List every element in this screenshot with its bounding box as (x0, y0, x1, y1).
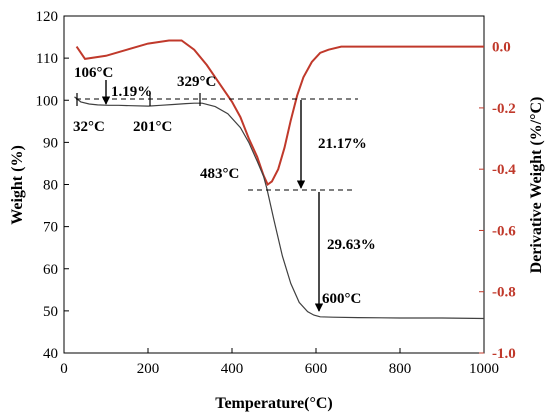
y2-axis-title: Derivative Weight (%/°C) (528, 97, 545, 274)
y-tick-label-8: 120 (36, 9, 59, 25)
annotation-483c: 483°C (200, 166, 239, 182)
y2-tick-label-5: 0.0 (492, 40, 511, 56)
annotation-329c: 329°C (177, 74, 216, 90)
x-tick-label-0: 0 (60, 361, 68, 377)
x-tick-label-5: 1000 (469, 361, 499, 377)
y-tick-label-5: 90 (43, 135, 58, 151)
annotation-loss-3: 29.63% (327, 237, 376, 253)
y-tick-label-1: 50 (43, 304, 58, 320)
annotation-106c: 106°C (74, 65, 113, 81)
annotation-32c: 32°C (73, 119, 105, 135)
y2-tick-label-3: -0.4 (492, 162, 516, 178)
y2-axis-ticks: -1.0 -0.8 -0.6 -0.4 -0.2 0.0 (479, 40, 516, 362)
y2-tick-label-4: -0.2 (492, 101, 516, 117)
y2-tick-label-1: -0.8 (492, 285, 516, 301)
annotation-loss-1: 1.19% (111, 84, 152, 100)
x-tick-label-2: 400 (221, 361, 244, 377)
y-tick-label-2: 60 (43, 262, 58, 278)
y-tick-label-6: 100 (36, 93, 59, 109)
x-tick-label-3: 600 (305, 361, 328, 377)
x-tick-label-4: 800 (389, 361, 412, 377)
annotation-201c: 201°C (133, 119, 172, 135)
plot-frame (63, 15, 485, 354)
y-axis-title: Weight (%) (9, 145, 26, 225)
y-tick-label-7: 110 (36, 51, 58, 67)
annotation-600c: 600°C (322, 291, 361, 307)
y-tick-label-3: 70 (43, 220, 58, 236)
series-derivative-weight (75, 39, 484, 187)
y-tick-label-0: 40 (43, 346, 58, 362)
x-axis-ticks: 0 200 400 600 800 1000 (60, 348, 499, 377)
series-weight (74, 96, 485, 320)
y-axis-ticks: 40 50 60 70 80 90 100 110 120 (36, 9, 69, 362)
x-tick-label-1: 200 (137, 361, 160, 377)
x-axis-title: Temperature(°C) (215, 395, 332, 412)
annotation-loss-2: 21.17% (318, 136, 367, 152)
y-tick-label-4: 80 (43, 178, 58, 194)
y2-tick-label-2: -0.6 (492, 223, 516, 239)
y2-tick-label-0: -1.0 (492, 346, 516, 362)
